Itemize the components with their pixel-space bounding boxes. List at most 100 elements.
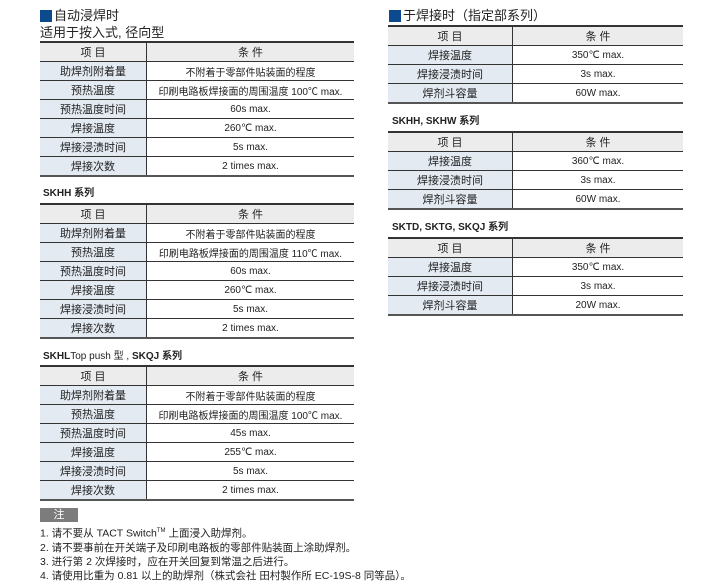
item-cell: 助焊剂附着量 [40, 223, 147, 243]
header-item: 项 目 [388, 131, 513, 152]
table-row: 预热温度时间 60s max. [40, 261, 354, 281]
table-row: 助焊剂附着量 不附着于零部件贴装面的程度 [40, 385, 354, 405]
item-cell: 焊剂斗容量 [388, 189, 513, 210]
header-item: 项 目 [388, 237, 513, 258]
note-2: 2. 请不要事前在开关端子及印刷电路板的零部件贴装面上涂助焊剂。 [40, 541, 357, 554]
condition-cell: 不附着于零部件贴装面的程度 [146, 385, 354, 405]
condition-cell: 2 times max. [146, 156, 354, 177]
item-cell: 焊剂斗容量 [388, 83, 513, 104]
label-skhl-skqj: SKHLTop push 型 , SKQJ 系列 [43, 351, 182, 362]
square-bullet-icon [389, 10, 401, 22]
table-row: 预热温度时间 60s max. [40, 99, 354, 119]
item-cell: 焊接温度 [40, 280, 147, 300]
table-skhl-skqj: 项 目条 件助焊剂附着量 不附着于零部件贴装面的程度 预热温度 印刷电路板焊接面的周围… [40, 365, 354, 501]
title-text: 自动浸焊时 [54, 8, 120, 23]
label-skhh: SKHH 系列 [43, 188, 95, 199]
item-cell: 预热温度时间 [40, 423, 147, 443]
condition-cell: 260℃ max. [146, 118, 354, 138]
condition-cell: 5s max. [146, 299, 354, 319]
table-row: 焊接次数 2 times max. [40, 480, 354, 501]
note-4: 4. 请使用比重为 0.81 以上的助焊剂（株式会社 田村製作所 EC-19S-… [40, 569, 412, 582]
table-header-row: 项 目条 件 [388, 25, 683, 46]
condition-cell: 不附着于零部件贴装面的程度 [146, 223, 354, 243]
item-cell: 焊接次数 [40, 480, 147, 501]
condition-cell: 不附着于零部件贴装面的程度 [146, 61, 354, 81]
label-skhh-skhw: SKHH, SKHW 系列 [392, 116, 480, 127]
condition-cell: 5s max. [146, 137, 354, 157]
table-row: 焊接浸渍时间 3s max. [388, 64, 683, 84]
condition-cell: 20W max. [512, 295, 683, 316]
table-row: 焊接温度 260℃ max. [40, 118, 354, 138]
condition-cell: 60W max. [512, 189, 683, 210]
table-row: 预热温度 印刷电路板焊接面的周围温度 110℃ max. [40, 242, 354, 262]
item-cell: 焊接浸渍时间 [388, 170, 513, 190]
item-cell: 焊接温度 [388, 45, 513, 65]
table-header-row: 项 目条 件 [388, 237, 683, 258]
label-sktd-sktg-skqj: SKTD, SKTG, SKQJ 系列 [392, 222, 509, 233]
note-3: 3. 进行第 2 次焊接时，应在开关回复到常温之后进行。 [40, 555, 295, 568]
table-row: 焊接浸渍时间 5s max. [40, 137, 354, 157]
table-row: 焊接温度 360℃ max. [388, 151, 683, 171]
item-cell: 助焊剂附着量 [40, 61, 147, 81]
item-cell: 焊剂斗容量 [388, 295, 513, 316]
condition-cell: 350℃ max. [512, 45, 683, 65]
item-cell: 预热温度时间 [40, 99, 147, 119]
condition-cell: 3s max. [512, 276, 683, 296]
item-cell: 焊接浸渍时间 [40, 461, 147, 481]
subtitle: 适用于按入式, 径向型 [40, 25, 165, 40]
table-row: 焊接浸渍时间 5s max. [40, 299, 354, 319]
table-header-row: 项 目条 件 [40, 41, 354, 62]
item-cell: 焊接次数 [40, 156, 147, 177]
table-iron-skhh: 项 目条 件焊接温度 360℃ max. 焊接浸渍时间 3s max. 焊剂斗容量 60W… [388, 131, 683, 210]
table-skhh: 项 目条 件助焊剂附着量 不附着于零部件贴装面的程度 预热温度 印刷电路板焊接面的周围… [40, 203, 354, 339]
condition-cell: 印刷电路板焊接面的周围温度 110℃ max. [146, 242, 354, 262]
item-cell: 焊接温度 [40, 118, 147, 138]
item-cell: 预热温度 [40, 80, 147, 100]
table-row: 焊剂斗容量 60W max. [388, 189, 683, 210]
header-item: 项 目 [40, 365, 147, 386]
header-condition: 条 件 [512, 25, 683, 46]
header-condition: 条 件 [512, 237, 683, 258]
item-cell: 焊接浸渍时间 [40, 299, 147, 319]
item-cell: 预热温度 [40, 404, 147, 424]
table-row: 助焊剂附着量 不附着于零部件贴装面的程度 [40, 61, 354, 81]
item-cell: 预热温度 [40, 242, 147, 262]
item-cell: 焊接温度 [388, 151, 513, 171]
item-cell: 焊接次数 [40, 318, 147, 339]
section-title-soldering-iron: 于焊接时（指定部系列） [389, 8, 546, 24]
square-bullet-icon [40, 10, 52, 22]
table-row: 助焊剂附着量 不附着于零部件贴装面的程度 [40, 223, 354, 243]
item-cell: 预热温度时间 [40, 261, 147, 281]
condition-cell: 45s max. [146, 423, 354, 443]
table-row: 焊接次数 2 times max. [40, 318, 354, 339]
condition-cell: 260℃ max. [146, 280, 354, 300]
notes-tag: 注 [40, 508, 78, 522]
condition-cell: 60W max. [512, 83, 683, 104]
condition-cell: 5s max. [146, 461, 354, 481]
condition-cell: 350℃ max. [512, 257, 683, 277]
table-row: 焊剂斗容量 20W max. [388, 295, 683, 316]
table-iron-standard: 项 目条 件焊接温度 350℃ max. 焊接浸渍时间 3s max. 焊剂斗容量 60W… [388, 25, 683, 104]
table-header-row: 项 目条 件 [40, 203, 354, 224]
table-row: 预热温度 印刷电路板焊接面的周围温度 100℃ max. [40, 404, 354, 424]
condition-cell: 3s max. [512, 170, 683, 190]
condition-cell: 2 times max. [146, 480, 354, 501]
condition-cell: 2 times max. [146, 318, 354, 339]
condition-cell: 3s max. [512, 64, 683, 84]
table-row: 焊接浸渍时间 5s max. [40, 461, 354, 481]
condition-cell: 印刷电路板焊接面的周围温度 100℃ max. [146, 404, 354, 424]
header-condition: 条 件 [512, 131, 683, 152]
table-auto-dip: 项 目条 件助焊剂附着量 不附着于零部件贴装面的程度 预热温度 印刷电路板焊接面的周围… [40, 41, 354, 177]
table-row: 焊接温度 350℃ max. [388, 45, 683, 65]
header-condition: 条 件 [146, 203, 354, 224]
table-row: 预热温度 印刷电路板焊接面的周围温度 100℃ max. [40, 80, 354, 100]
item-cell: 焊接浸渍时间 [388, 64, 513, 84]
header-item: 项 目 [388, 25, 513, 46]
table-row: 焊剂斗容量 60W max. [388, 83, 683, 104]
condition-cell: 255℃ max. [146, 442, 354, 462]
table-row: 焊接温度 260℃ max. [40, 280, 354, 300]
table-header-row: 项 目条 件 [388, 131, 683, 152]
header-condition: 条 件 [146, 365, 354, 386]
condition-cell: 印刷电路板焊接面的周围温度 100℃ max. [146, 80, 354, 100]
header-condition: 条 件 [146, 41, 354, 62]
